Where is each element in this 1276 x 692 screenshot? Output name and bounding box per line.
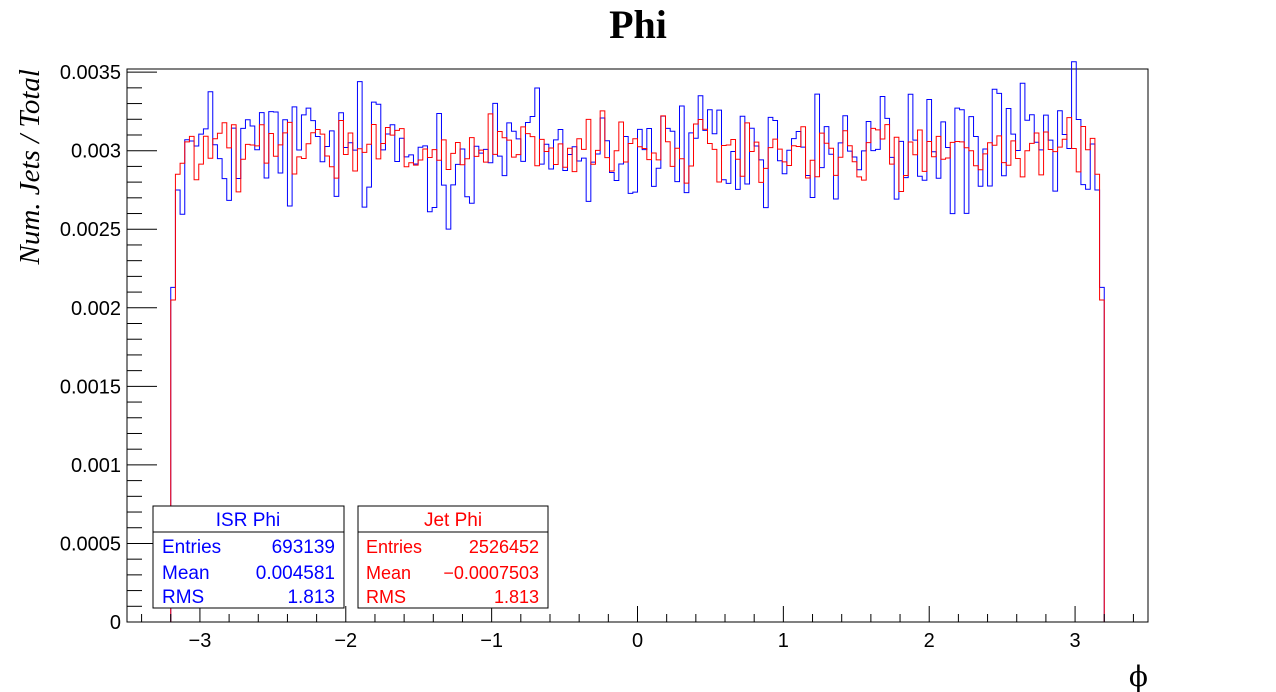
stats-isr-entries-value: 693139 [272, 537, 335, 558]
stats-jet-mean-label: Mean [366, 563, 411, 583]
x-tick-label: 1 [778, 630, 789, 652]
axis-layer: −3 −2 −1 0 1 2 3 0 0.0005 0.001 0.0015 0.002 0.0025 0… [60, 62, 1134, 652]
y-tick-label: 0.001 [71, 455, 121, 477]
stats-isr-rms-label: RMS [162, 587, 204, 608]
stats-isr-title: ISR Phi [216, 510, 280, 531]
y-axis-label: Num. Jets / Total [14, 69, 46, 266]
y-tick-label: 0.0025 [60, 219, 121, 241]
stats-isr-mean-value: 0.004581 [256, 563, 335, 584]
x-tick-label: −2 [334, 630, 357, 652]
stats-jet-mean-value: −0.0007503 [443, 563, 539, 583]
stats-isr-mean-label: Mean [162, 563, 210, 584]
y-tick-label: 0.003 [71, 141, 121, 163]
histogram-series-jet [170, 110, 1105, 622]
stats-box-jet: Jet Phi Entries 2526452 Mean −0.0007503 … [357, 505, 549, 609]
x-tick-label: 0 [632, 630, 643, 652]
stats-isr-entries-label: Entries [162, 537, 221, 558]
stats-box-isr: ISR Phi Entries 693139 Mean 0.004581 RMS… [152, 505, 345, 609]
y-tick-label: 0.002 [71, 298, 121, 320]
x-tick-label: −1 [480, 630, 503, 652]
x-tick-label: −3 [189, 630, 212, 652]
stats-isr-rms-value: 1.813 [287, 587, 335, 608]
stats-jet-entries-value: 2526452 [469, 537, 539, 557]
stats-jet-entries-label: Entries [366, 537, 422, 557]
histogram-layer [170, 61, 1105, 622]
stats-jet-title: Jet Phi [424, 510, 482, 531]
x-tick-label: 2 [924, 630, 935, 652]
y-tick-label: 0 [110, 612, 121, 634]
chart-title: Phi [609, 2, 667, 47]
y-tick-label: 0.0035 [60, 62, 121, 84]
stats-box-isr-frame [152, 505, 345, 609]
stats-jet-rms-value: 1.813 [494, 587, 539, 607]
stats-box-jet-frame [357, 505, 549, 609]
x-tick-label: 3 [1070, 630, 1081, 652]
stats-jet-rms-label: RMS [366, 587, 406, 607]
y-tick-label: 0.0005 [60, 533, 121, 555]
y-tick-label: 0.0015 [60, 376, 121, 398]
x-axis-label: ϕ [1129, 660, 1148, 692]
